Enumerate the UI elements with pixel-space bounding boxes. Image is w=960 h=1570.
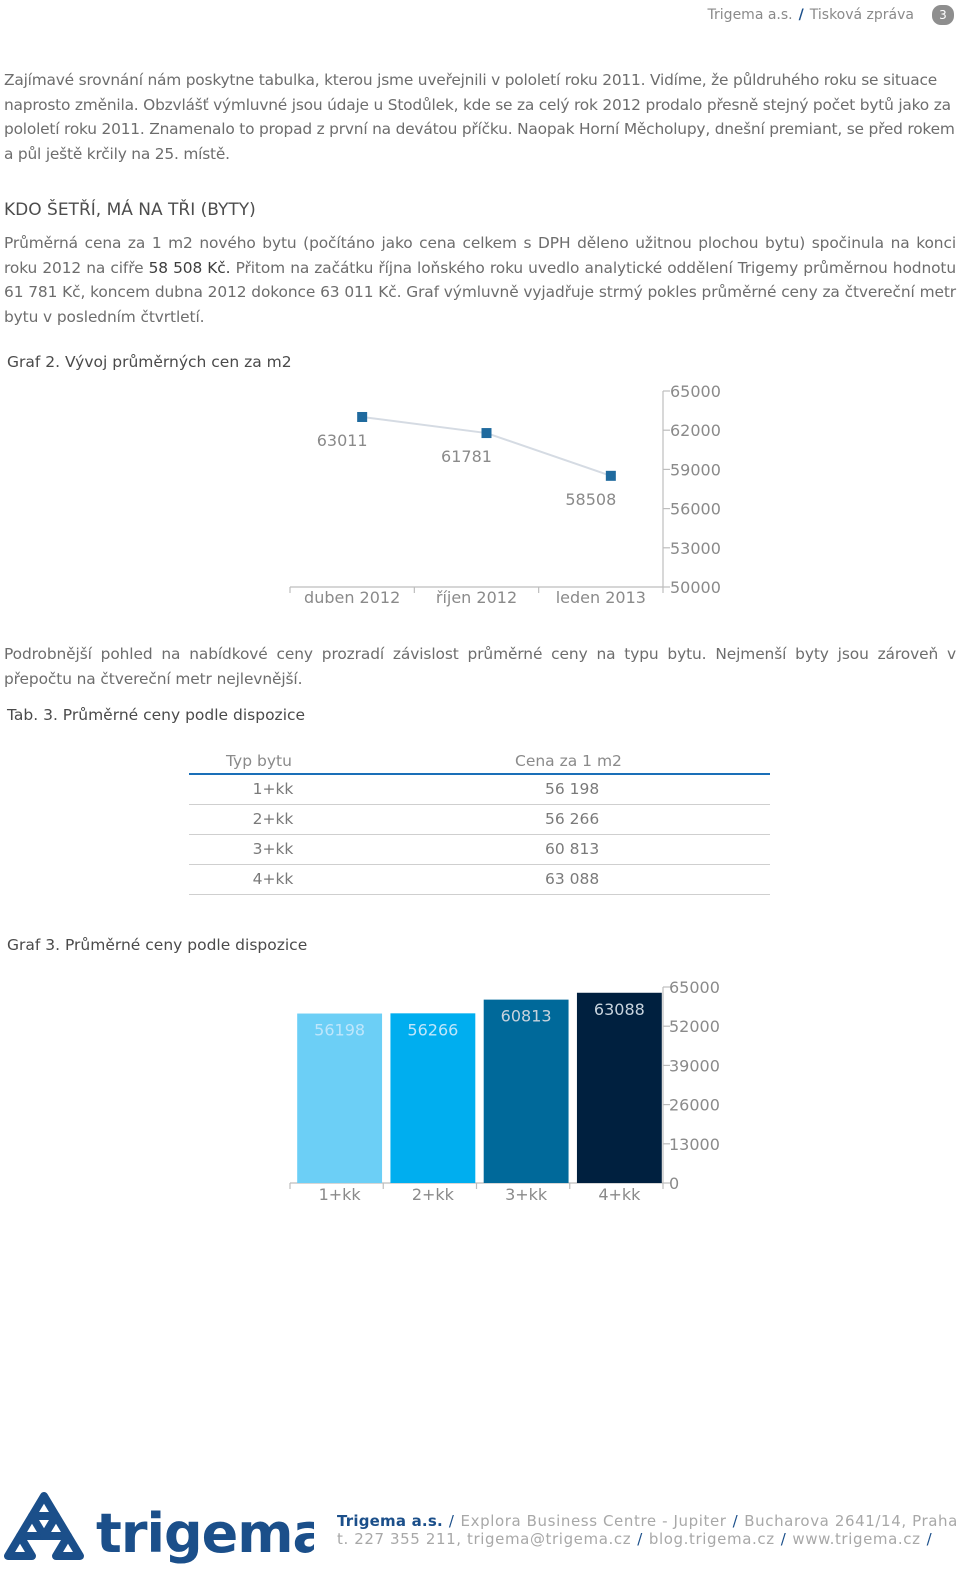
data-point: [357, 411, 368, 422]
bar: [390, 1013, 476, 1183]
price-by-layout-table: Typ bytu Cena za 1 m2 1+kk 56 198 2+kk 5…: [189, 748, 770, 895]
y-tick-label: 65000: [669, 978, 720, 997]
x-tick-label: říjen 2012: [436, 588, 517, 607]
table-cell-type: 2+kk: [189, 804, 357, 835]
x-tick-label: 3+kk: [505, 1185, 548, 1204]
footer-phone-email: t. 227 355 211, trigema@trigema.cz: [337, 1530, 632, 1548]
footer-line-2: t. 227 355 211, trigema@trigema.cz / blog.…: [337, 1530, 933, 1548]
x-tick-label: 1+kk: [319, 1185, 362, 1204]
trigema-logo-text: trigema: [96, 1502, 314, 1564]
footer-line-1: Trigema a.s. / Explora Business Centre - J…: [337, 1512, 960, 1530]
table-row: 2+kk 56 266: [189, 804, 770, 835]
x-tick-label: 4+kk: [598, 1185, 641, 1204]
y-tick-label: 56000: [670, 500, 721, 519]
price-trend-line-chart: 50000 53000 56000 59000 62000 65000 duben 2012…: [289, 382, 721, 607]
trigema-logo-symbol-icon: [4, 1492, 84, 1560]
x-tick-label: leden 2013: [556, 588, 646, 607]
data-point: [605, 470, 616, 481]
data-label: 63088: [594, 1000, 645, 1019]
y-tick-label: 65000: [670, 382, 721, 401]
graph3-caption: Graf 3. Průměrné ceny podle dispozice: [7, 936, 308, 954]
data-label: 58508: [565, 490, 616, 509]
header-company: Trigema a.s.: [707, 7, 793, 23]
footer-address-street: Bucharova 2641/14, Praha 5,: [744, 1512, 960, 1530]
table-caption: Tab. 3. Průměrné ceny podle dispozice: [7, 706, 306, 724]
trigema-logo: trigema: [4, 1492, 314, 1564]
intro-text-tail: Naopak Horní Měcholupy, dnešní premiant,…: [4, 120, 955, 163]
graph2-caption: Graf 2. Vývoj průměrných cen za m2: [7, 353, 292, 371]
table-cell-type: 4+kk: [189, 864, 357, 895]
bar: [576, 992, 662, 1183]
y-tick-label: 62000: [670, 421, 721, 440]
x-tick-label: duben 2012: [304, 588, 400, 607]
footer-website-link[interactable]: www.trigema.cz: [792, 1530, 921, 1548]
table-header-type: Typ bytu: [189, 748, 357, 775]
header-section: Tisková zpráva: [809, 7, 914, 23]
table-row: 3+kk 60 813: [189, 834, 770, 865]
y-tick-label: 50000: [670, 578, 721, 597]
y-tick-label: 26000: [669, 1096, 720, 1115]
y-tick-label: 13000: [669, 1135, 720, 1154]
price-text-part1: Průměrná cena za 1 m2 nového bytu (počít…: [4, 234, 956, 277]
footer-company: Trigema a.s.: [337, 1512, 443, 1530]
data-label: 56198: [314, 1021, 365, 1040]
data-label: 56266: [407, 1020, 458, 1039]
y-tick-label: 39000: [669, 1056, 720, 1075]
data-label: 60813: [501, 1007, 552, 1026]
data-label: 63011: [317, 431, 368, 450]
header-separator: /: [798, 7, 804, 23]
table-cell-price: 60 813: [357, 834, 770, 865]
page-number-badge: 3: [932, 5, 954, 25]
price-text-part2: Přitom na začátku října loňského roku uv…: [4, 258, 956, 326]
page-header: Trigema a.s. / Tisková zpráva 3: [708, 4, 954, 26]
table-cell-type: 3+kk: [189, 834, 357, 865]
price-by-layout-bar-chart: 0 13000 26000 39000 52000 65000 56198 1+kk 56266…: [289, 978, 720, 1204]
detail-paragraph: Podrobnější pohled na nabídkové ceny pro…: [4, 645, 956, 688]
price-paragraph: Průměrná cena za 1 m2 nového bytu (počít…: [4, 231, 956, 329]
table-cell-price: 63 088: [357, 864, 770, 895]
y-tick-label: 0: [669, 1174, 679, 1193]
table-row: 1+kk 56 198: [189, 774, 770, 805]
y-tick-label: 59000: [670, 460, 721, 479]
table-header-price: Cena za 1 m2: [357, 748, 770, 775]
bar: [483, 999, 569, 1183]
table-header-row: Typ bytu Cena za 1 m2: [189, 748, 770, 775]
y-tick-label: 53000: [670, 539, 721, 558]
data-label: 61781: [441, 447, 492, 466]
price-highlight: 58 508 Kč.: [148, 258, 231, 277]
intro-text: Zajímavé srovnání nám poskytne tabulka, …: [4, 71, 951, 139]
table-cell-price: 56 266: [357, 804, 770, 835]
footer-address-building: Explora Business Centre - Jupiter: [460, 1512, 727, 1530]
table-cell-type: 1+kk: [189, 774, 357, 805]
footer-contact-info: Trigema a.s. / Explora Business Centre - J…: [337, 1512, 960, 1548]
table-cell-price: 56 198: [357, 774, 770, 805]
intro-paragraph: Zajímavé srovnání nám poskytne tabulka, …: [4, 68, 956, 166]
bar: [297, 1013, 383, 1183]
table-row: 4+kk 63 088: [189, 864, 770, 895]
section-heading: KDO ŠETŘÍ, MÁ NA TŘI (BYTY): [4, 200, 256, 220]
data-point: [481, 428, 492, 439]
x-tick-label: 2+kk: [412, 1185, 455, 1204]
footer-blog-link[interactable]: blog.trigema.cz: [648, 1530, 775, 1548]
y-tick-label: 52000: [669, 1017, 720, 1036]
